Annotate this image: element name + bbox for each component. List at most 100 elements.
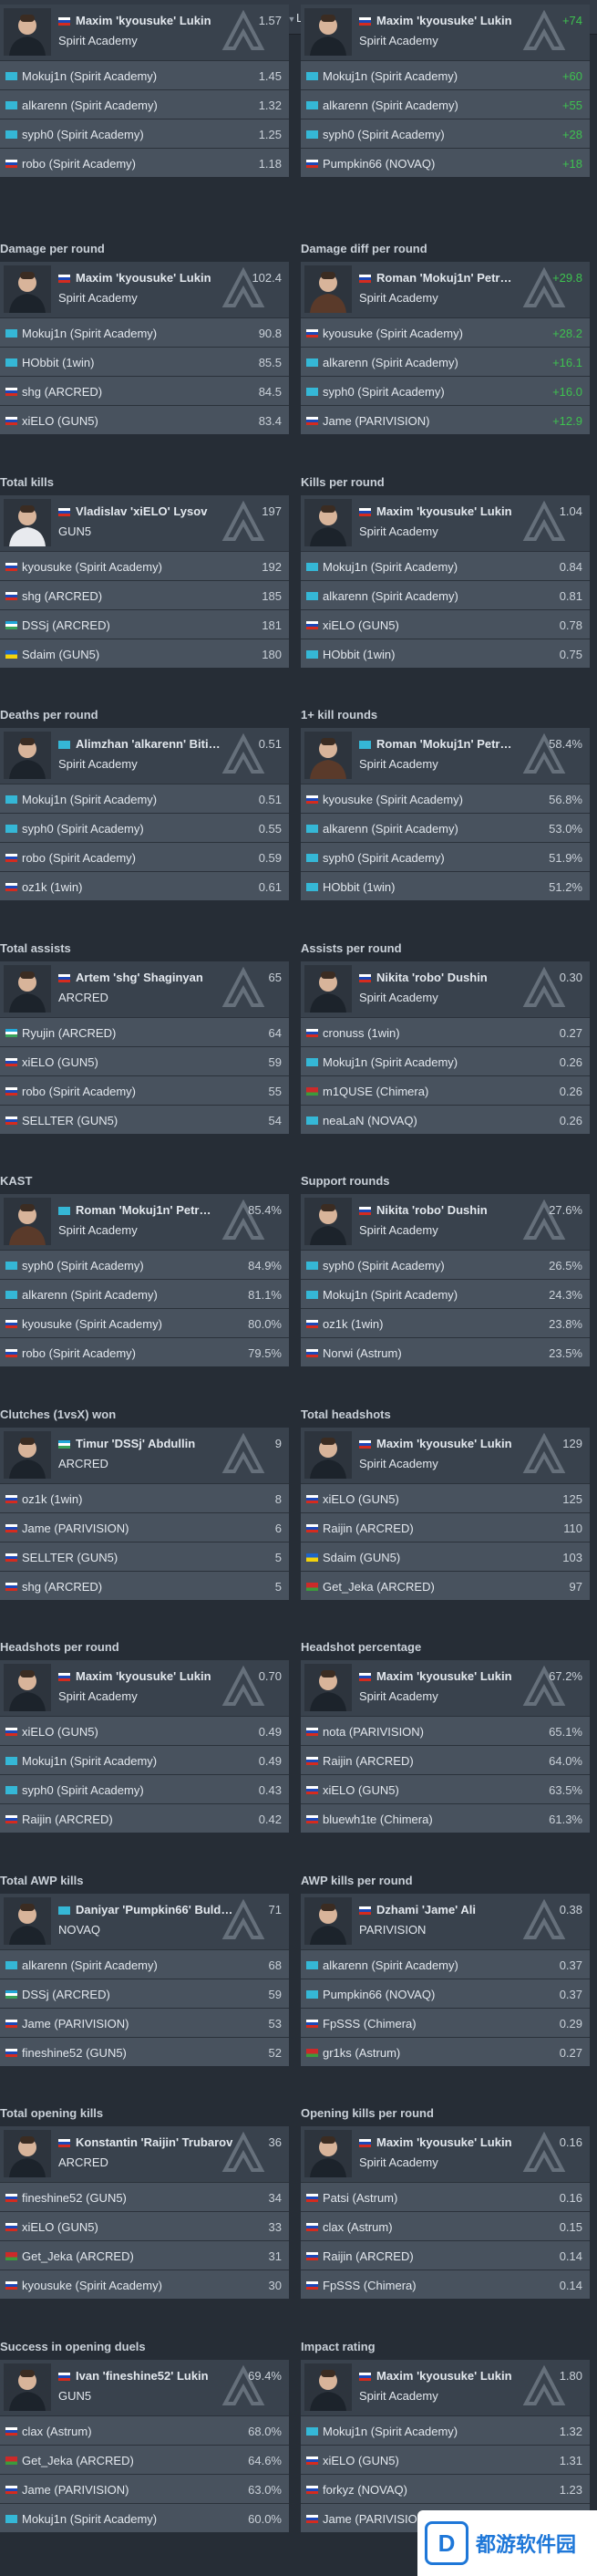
ranking-row[interactable]: bluewh1te (Chimera) 61.3% [301, 1803, 590, 1833]
ranking-row[interactable]: syph0 (Spirit Academy) 0.43 [0, 1774, 289, 1803]
ranking-row[interactable]: alkarenn (Spirit Academy) +16.1 [301, 347, 590, 376]
leader-card[interactable]: Timur 'DSSj' Abdullin ARCRED 9 [0, 1427, 289, 1482]
section-title[interactable]: Total AWP kills [0, 1873, 84, 1887]
leader-card[interactable]: Maxim 'kyousuke' Lukin Spirit Academy 129 [301, 1427, 590, 1482]
section-title[interactable]: Clutches (1vsX) won [0, 1407, 117, 1421]
leader-team[interactable]: Spirit Academy [359, 990, 438, 1004]
row-player[interactable]: Mokuj1n (Spirit Academy) [323, 559, 458, 574]
row-player[interactable]: Get_Jeka (ARCRED) [22, 2453, 134, 2467]
leader-team[interactable]: Spirit Academy [359, 1689, 438, 1703]
ranking-row[interactable]: oz1k (1win) 8 [0, 1482, 289, 1512]
ranking-row[interactable]: Pumpkin66 (NOVAQ) +18 [301, 148, 590, 177]
row-player[interactable]: Mokuj1n (Spirit Academy) [323, 1054, 458, 1069]
row-player[interactable]: syph0 (Spirit Academy) [22, 128, 144, 141]
section-title[interactable]: Support rounds [301, 1174, 390, 1188]
ranking-row[interactable]: kyousuke (Spirit Academy) 192 [0, 550, 289, 580]
row-player[interactable]: SELLTER (GUN5) [22, 1113, 118, 1127]
ranking-row[interactable]: Norwi (Astrum) 23.5% [301, 1337, 590, 1366]
row-player[interactable]: DSSj (ARCRED) [22, 618, 110, 632]
section-title[interactable]: Assists per round [301, 940, 402, 955]
leader-team[interactable]: Spirit Academy [359, 1223, 438, 1237]
leader-team[interactable]: Spirit Academy [58, 291, 138, 305]
row-player[interactable]: DSSj (ARCRED) [22, 1987, 110, 2001]
row-player[interactable]: xiELO (GUN5) [323, 2453, 399, 2467]
leader-card[interactable]: Alimzhan 'alkarenn' Biti… Spirit Academy 0… [0, 728, 289, 783]
row-player[interactable]: fineshine52 (GUN5) [22, 2045, 127, 2060]
leader-name[interactable]: Maxim 'kyousuke' Lukin [58, 1669, 237, 1683]
ranking-row[interactable]: Jame (PARIVISION) 53 [0, 2007, 289, 2037]
section-title[interactable]: Success in opening duels [0, 2339, 146, 2353]
row-player[interactable]: syph0 (Spirit Academy) [22, 1783, 144, 1797]
ranking-row[interactable]: Raijin (ARCRED) 64.0% [301, 1745, 590, 1774]
ranking-row[interactable]: xiELO (GUN5) 83.4 [0, 405, 289, 434]
row-player[interactable]: bluewh1te (Chimera) [323, 1813, 433, 1826]
ranking-row[interactable]: robo (Spirit Academy) 79.5% [0, 1337, 289, 1366]
ranking-row[interactable]: fineshine52 (GUN5) 34 [0, 2182, 289, 2211]
leader-card[interactable]: Nikita 'robo' Dushin Spirit Academy 27.6% [301, 1194, 590, 1249]
leader-name[interactable]: Ivan 'fineshine52' Lukin [58, 2369, 237, 2383]
row-player[interactable]: Raijin (ARCRED) [323, 1754, 414, 1768]
leader-card[interactable]: Roman 'Mokuj1n' Petr… Spirit Academy 85.4% [0, 1194, 289, 1249]
leader-card[interactable]: Maxim 'kyousuke' Lukin Spirit Academy 1.80 [301, 2359, 590, 2415]
leader-name[interactable]: Timur 'DSSj' Abdullin [58, 1437, 237, 1450]
row-player[interactable]: shg (ARCRED) [22, 385, 103, 399]
row-player[interactable]: nota (PARIVISION) [323, 1725, 425, 1739]
leader-team[interactable]: GUN5 [58, 524, 92, 538]
row-player[interactable]: Pumpkin66 (NOVAQ) [323, 1987, 436, 2001]
leader-team[interactable]: Spirit Academy [359, 2155, 438, 2169]
section-title[interactable]: Total kills [0, 474, 54, 489]
ranking-row[interactable]: syph0 (Spirit Academy) 84.9% [0, 1250, 289, 1279]
row-player[interactable]: Get_Jeka (ARCRED) [323, 1579, 435, 1594]
leader-team[interactable]: ARCRED [58, 990, 108, 1004]
ranking-row[interactable]: xiELO (GUN5) 0.78 [301, 608, 590, 639]
leader-team[interactable]: Spirit Academy [359, 524, 438, 538]
ranking-row[interactable]: xiELO (GUN5) 1.31 [301, 2444, 590, 2474]
leader-card[interactable]: Maxim 'kyousuke' Lukin Spirit Academy 0.16 [301, 2126, 590, 2181]
row-player[interactable]: Patsi (Astrum) [323, 2191, 398, 2205]
ranking-row[interactable]: Get_Jeka (ARCRED) 64.6% [0, 2444, 289, 2474]
leader-team[interactable]: ARCRED [58, 1456, 108, 1470]
leader-card[interactable]: Maxim 'kyousuke' Lukin Spirit Academy +74 [301, 5, 590, 59]
leader-name[interactable]: Dzhami 'Jame' Ali [359, 1903, 538, 1916]
row-player[interactable]: alkarenn (Spirit Academy) [22, 1288, 158, 1302]
ranking-row[interactable]: alkarenn (Spirit Academy) 1.32 [0, 89, 289, 119]
row-player[interactable]: robo (Spirit Academy) [22, 851, 136, 865]
row-player[interactable]: alkarenn (Spirit Academy) [323, 822, 458, 836]
ranking-row[interactable]: kyousuke (Spirit Academy) 56.8% [301, 784, 590, 813]
row-player[interactable]: Jame (PARIVISION) [22, 1521, 129, 1535]
row-player[interactable]: m1QUSE (Chimera) [323, 1084, 429, 1098]
ranking-row[interactable]: DSSj (ARCRED) 59 [0, 1978, 289, 2008]
ranking-row[interactable]: alkarenn (Spirit Academy) 0.37 [301, 1948, 590, 1979]
ranking-row[interactable]: Mokuj1n (Spirit Academy) 1.45 [0, 60, 289, 89]
ranking-row[interactable]: SELLTER (GUN5) 54 [0, 1104, 289, 1134]
leader-team[interactable]: ARCRED [58, 2155, 108, 2169]
row-player[interactable]: Raijin (ARCRED) [22, 1813, 113, 1826]
row-player[interactable]: shg (ARCRED) [22, 1579, 103, 1594]
leader-name[interactable]: Artem 'shg' Shaginyan [58, 971, 237, 984]
ranking-row[interactable]: Get_Jeka (ARCRED) 97 [301, 1570, 590, 1600]
row-player[interactable]: robo (Spirit Academy) [22, 157, 136, 171]
row-player[interactable]: kyousuke (Spirit Academy) [22, 559, 162, 574]
row-player[interactable]: Mokuj1n (Spirit Academy) [323, 69, 458, 83]
row-player[interactable]: SELLTER (GUN5) [22, 1550, 118, 1564]
ranking-row[interactable]: oz1k (1win) 23.8% [301, 1308, 590, 1337]
ranking-row[interactable]: neaLaN (NOVAQ) 0.26 [301, 1104, 590, 1134]
row-player[interactable]: alkarenn (Spirit Academy) [323, 588, 458, 603]
leader-name[interactable]: Maxim 'kyousuke' Lukin [359, 1669, 538, 1683]
row-player[interactable]: HObbit (1win) [22, 356, 95, 369]
ranking-row[interactable]: kyousuke (Spirit Academy) 30 [0, 2270, 289, 2299]
leader-card[interactable]: Daniyar 'Pumpkin66' Buld… NOVAQ 71 [0, 1893, 289, 1948]
row-player[interactable]: Raijin (ARCRED) [323, 2249, 414, 2263]
ranking-row[interactable]: Mokuj1n (Spirit Academy) 60.0% [0, 2502, 289, 2532]
ranking-row[interactable]: Mokuj1n (Spirit Academy) 0.49 [0, 1745, 289, 1774]
row-player[interactable]: FpSSS (Chimera) [323, 2279, 417, 2292]
ranking-row[interactable]: robo (Spirit Academy) 0.59 [0, 842, 289, 871]
leader-name[interactable]: Maxim 'kyousuke' Lukin [359, 2135, 538, 2149]
leader-name[interactable]: Alimzhan 'alkarenn' Biti… [58, 737, 237, 751]
ranking-row[interactable]: FpSSS (Chimera) 0.29 [301, 2007, 590, 2037]
leader-name[interactable]: Maxim 'kyousuke' Lukin [359, 2369, 538, 2383]
row-player[interactable]: robo (Spirit Academy) [22, 1084, 136, 1098]
ranking-row[interactable]: syph0 (Spirit Academy) 26.5% [301, 1250, 590, 1279]
row-player[interactable]: kyousuke (Spirit Academy) [22, 2279, 162, 2292]
leader-name[interactable]: Daniyar 'Pumpkin66' Buld… [58, 1903, 237, 1916]
